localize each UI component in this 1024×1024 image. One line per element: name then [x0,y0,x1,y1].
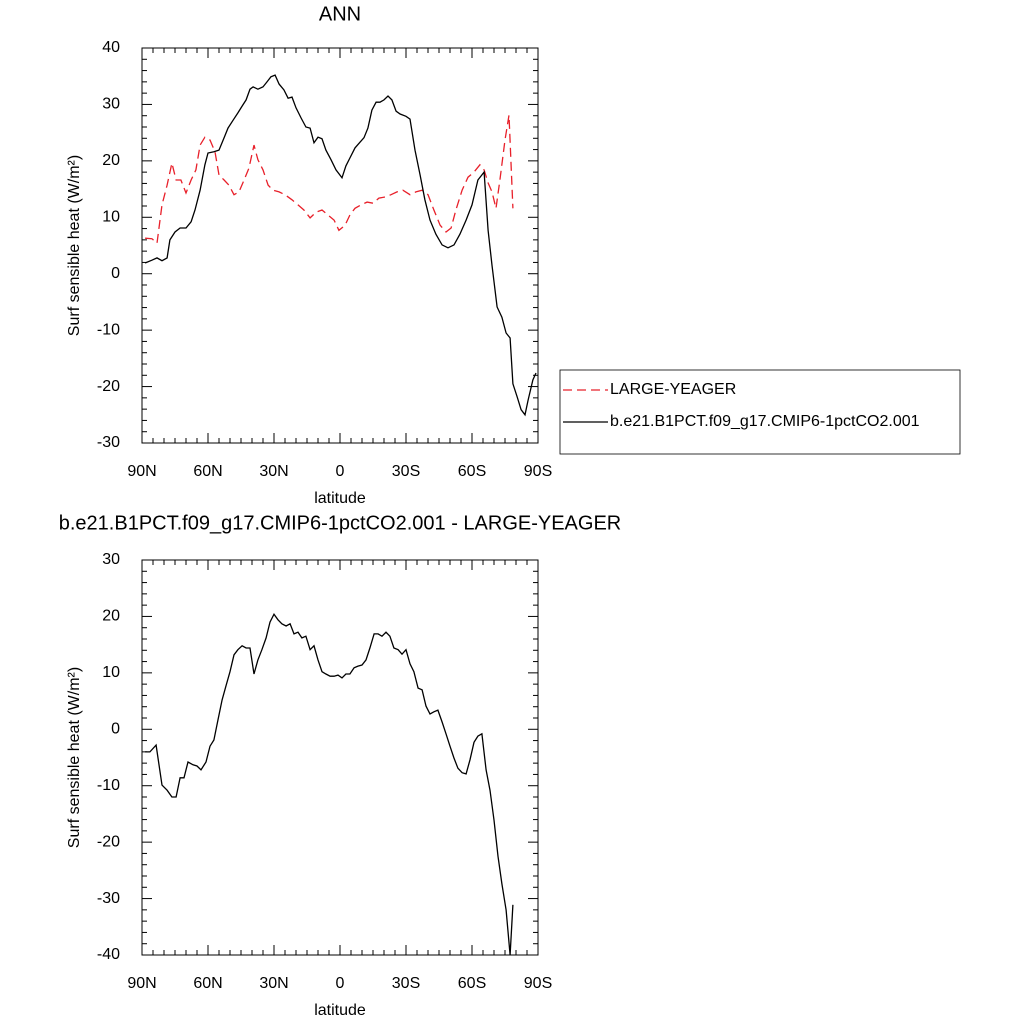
x-tick-label: 90S [524,463,552,480]
y-tick-label: 20 [102,152,120,169]
x-tick-label: 90S [524,975,552,992]
y-tick-label: -40 [97,946,120,963]
x-axis-label: latitude [314,1002,366,1019]
x-tick-label: 0 [336,463,345,480]
y-tick-label: 20 [102,608,120,625]
chart-title: ANN [319,3,361,25]
x-tick-label: 90N [127,975,156,992]
legend-label: b.e21.B1PCT.f09_g17.CMIP6-1pctCO2.001 [610,413,920,430]
y-axis-label: Surf sensible heat (W/m²) [66,667,83,848]
x-tick-label: 60S [458,975,486,992]
y-tick-label: -10 [97,321,120,338]
x-tick-label: 30N [259,975,288,992]
x-tick-label: 60N [193,975,222,992]
plot-frame [141,559,539,956]
y-tick-label: -30 [97,890,120,907]
x-tick-label: 60N [193,463,222,480]
series-line [145,114,514,245]
x-tick-label: 30N [259,463,288,480]
y-tick-label: 10 [102,209,120,226]
y-tick-label: 10 [102,664,120,681]
x-tick-label: 30S [392,975,420,992]
y-tick-label: 0 [111,265,120,282]
y-tick-label: -10 [97,777,120,794]
y-tick-label: 30 [102,551,120,568]
y-tick-label: 40 [102,39,120,56]
legend-box [559,369,961,455]
x-axis-label: latitude [314,490,366,507]
y-axis-label: Surf sensible heat (W/m²) [66,155,83,336]
y-tick-label: -30 [97,434,120,451]
y-tick-label: 30 [102,96,120,113]
chart-title: b.e21.B1PCT.f09_g17.CMIP6-1pctCO2.001 - … [59,512,622,534]
series-line [144,74,537,417]
series-line [145,612,514,956]
plot-frame [141,47,539,444]
y-tick-label: -20 [97,378,120,395]
x-tick-label: 30S [392,463,420,480]
x-tick-label: 60S [458,463,486,480]
x-tick-label: 90N [127,463,156,480]
x-tick-label: 0 [336,975,345,992]
legend-label: LARGE-YEAGER [610,381,736,398]
y-tick-label: 0 [111,721,120,738]
y-tick-label: -20 [97,833,120,850]
